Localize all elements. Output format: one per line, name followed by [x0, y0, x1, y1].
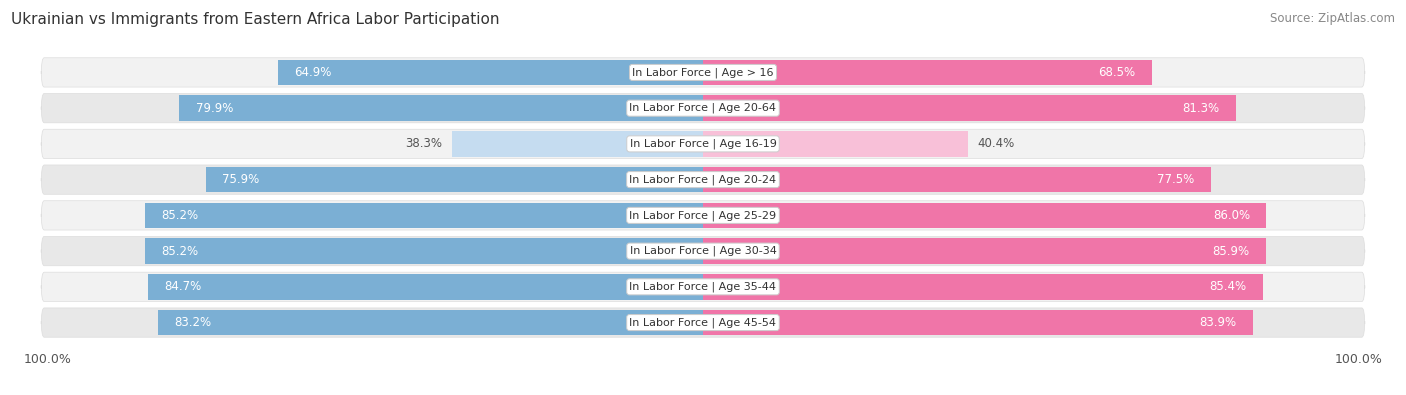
- Text: In Labor Force | Age 20-64: In Labor Force | Age 20-64: [630, 103, 776, 113]
- Text: 68.5%: 68.5%: [1098, 66, 1136, 79]
- FancyBboxPatch shape: [41, 94, 1365, 123]
- Text: 79.9%: 79.9%: [195, 102, 233, 115]
- Text: 77.5%: 77.5%: [1157, 173, 1195, 186]
- Bar: [703, 60, 1152, 85]
- Bar: [703, 167, 1211, 192]
- Bar: [148, 274, 703, 300]
- FancyBboxPatch shape: [41, 165, 1365, 194]
- Text: 83.2%: 83.2%: [174, 316, 211, 329]
- Text: In Labor Force | Age 16-19: In Labor Force | Age 16-19: [630, 139, 776, 149]
- Bar: [703, 274, 1263, 300]
- Text: 64.9%: 64.9%: [294, 66, 332, 79]
- Text: 40.4%: 40.4%: [977, 137, 1015, 150]
- FancyBboxPatch shape: [41, 237, 1365, 266]
- Bar: [703, 238, 1265, 264]
- Text: In Labor Force | Age > 16: In Labor Force | Age > 16: [633, 67, 773, 78]
- Bar: [453, 131, 703, 157]
- FancyBboxPatch shape: [41, 129, 1365, 158]
- Text: In Labor Force | Age 20-24: In Labor Force | Age 20-24: [630, 174, 776, 185]
- Text: 85.9%: 85.9%: [1212, 245, 1250, 258]
- Text: In Labor Force | Age 45-54: In Labor Force | Age 45-54: [630, 317, 776, 328]
- Text: 83.9%: 83.9%: [1199, 316, 1236, 329]
- Text: Ukrainian vs Immigrants from Eastern Africa Labor Participation: Ukrainian vs Immigrants from Eastern Afr…: [11, 12, 499, 27]
- Bar: [703, 95, 1236, 121]
- Text: 81.3%: 81.3%: [1182, 102, 1219, 115]
- Bar: [703, 310, 1253, 335]
- Text: 85.2%: 85.2%: [162, 245, 198, 258]
- Bar: [180, 95, 703, 121]
- Text: 85.4%: 85.4%: [1209, 280, 1246, 293]
- Text: 86.0%: 86.0%: [1213, 209, 1250, 222]
- Bar: [145, 203, 703, 228]
- FancyBboxPatch shape: [41, 58, 1365, 87]
- Bar: [703, 131, 967, 157]
- Bar: [703, 203, 1267, 228]
- Text: Source: ZipAtlas.com: Source: ZipAtlas.com: [1270, 12, 1395, 25]
- Bar: [205, 167, 703, 192]
- Text: In Labor Force | Age 35-44: In Labor Force | Age 35-44: [630, 282, 776, 292]
- Bar: [278, 60, 703, 85]
- Text: 85.2%: 85.2%: [162, 209, 198, 222]
- FancyBboxPatch shape: [41, 272, 1365, 301]
- FancyBboxPatch shape: [41, 201, 1365, 230]
- Text: 38.3%: 38.3%: [405, 137, 443, 150]
- Text: 84.7%: 84.7%: [165, 280, 201, 293]
- Bar: [157, 310, 703, 335]
- Text: 75.9%: 75.9%: [222, 173, 259, 186]
- FancyBboxPatch shape: [41, 308, 1365, 337]
- Bar: [145, 238, 703, 264]
- Text: In Labor Force | Age 30-34: In Labor Force | Age 30-34: [630, 246, 776, 256]
- Text: In Labor Force | Age 25-29: In Labor Force | Age 25-29: [630, 210, 776, 221]
